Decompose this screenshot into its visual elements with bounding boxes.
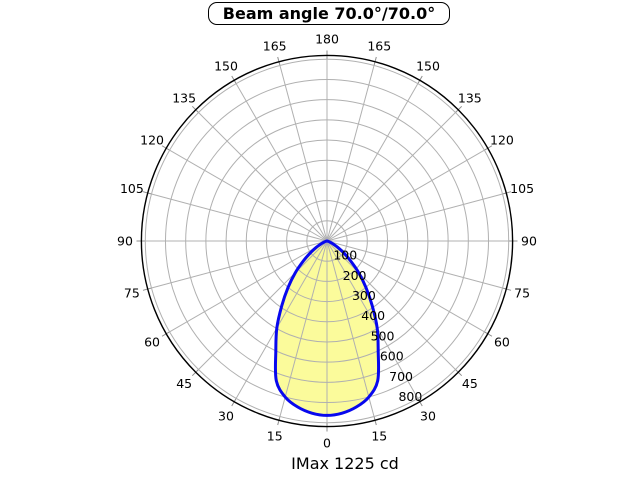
angle-label: 150	[214, 58, 238, 73]
radius-label: 600	[380, 349, 404, 364]
angle-grid-line	[326, 240, 503, 289]
angle-label: 150	[416, 58, 440, 73]
angle-label: 15	[371, 428, 387, 443]
angle-grid-line	[279, 240, 328, 417]
radius-grid-ring	[286, 200, 368, 282]
angle-label: 90	[521, 233, 537, 248]
chart-title-box: Beam angle 70.0°/70.0°	[208, 2, 450, 25]
angle-grid-line	[151, 240, 328, 289]
angle-label: 30	[420, 408, 436, 423]
angle-label: 120	[140, 132, 164, 147]
angle-grid-line	[279, 65, 328, 242]
angle-label: 165	[367, 38, 391, 53]
angle-label: 0	[323, 435, 331, 450]
angle-grid-line	[169, 149, 328, 242]
angle-label: 45	[176, 376, 192, 391]
angle-grid-line	[235, 83, 328, 242]
angle-grid-line	[326, 240, 485, 333]
angle-label: 165	[263, 38, 287, 53]
angle-label: 105	[510, 181, 534, 196]
radius-label: 700	[389, 369, 413, 384]
angle-grid-line	[326, 240, 375, 417]
radius-grid-ring	[306, 220, 348, 262]
radius-label: 100	[333, 248, 357, 263]
angle-grid-line	[326, 65, 375, 242]
radius-grid-ring	[164, 78, 490, 404]
angle-grid-line	[326, 83, 419, 242]
angle-grid-line	[326, 240, 419, 399]
angle-label: 75	[124, 286, 140, 301]
radius-grid-ring	[144, 58, 510, 424]
angle-label: 45	[462, 376, 478, 391]
radius-label: 300	[352, 288, 376, 303]
imax-label: IMax 1225 cd	[291, 454, 399, 473]
beam-lobe-curve	[273, 239, 381, 417]
angle-label: 60	[144, 334, 160, 349]
angle-grid-line	[198, 240, 328, 370]
angle-grid-line	[326, 112, 456, 242]
radius-grid-ring	[225, 139, 429, 343]
radius-grid-ring	[185, 99, 469, 383]
angle-label: 75	[514, 286, 530, 301]
angle-label: 90	[117, 233, 133, 248]
angle-label: 30	[218, 408, 234, 423]
chart-title: Beam angle 70.0°/70.0°	[222, 4, 436, 23]
angle-grid-line	[151, 193, 328, 242]
angle-label: 105	[120, 181, 144, 196]
radius-grid-ring	[205, 119, 449, 363]
angle-grid-line	[326, 193, 503, 242]
angle-grid-line	[326, 149, 485, 242]
angle-grid-line	[235, 240, 328, 399]
angle-label: 135	[458, 91, 482, 106]
angle-label: 120	[490, 132, 514, 147]
radius-grid-ring	[245, 159, 409, 323]
angle-label: 15	[267, 428, 283, 443]
radius-label: 200	[343, 268, 367, 283]
angle-grid-line	[169, 240, 328, 333]
radius-label: 800	[398, 389, 422, 404]
radius-grid-ring	[265, 179, 389, 303]
outer-circle	[140, 54, 514, 428]
angle-label: 180	[315, 31, 339, 46]
radius-label: 400	[361, 308, 385, 323]
angle-grid-line	[198, 112, 328, 242]
angle-label: 135	[172, 91, 196, 106]
angle-label: 60	[494, 334, 510, 349]
angle-grid-line	[326, 240, 456, 370]
radius-label: 500	[371, 328, 395, 343]
